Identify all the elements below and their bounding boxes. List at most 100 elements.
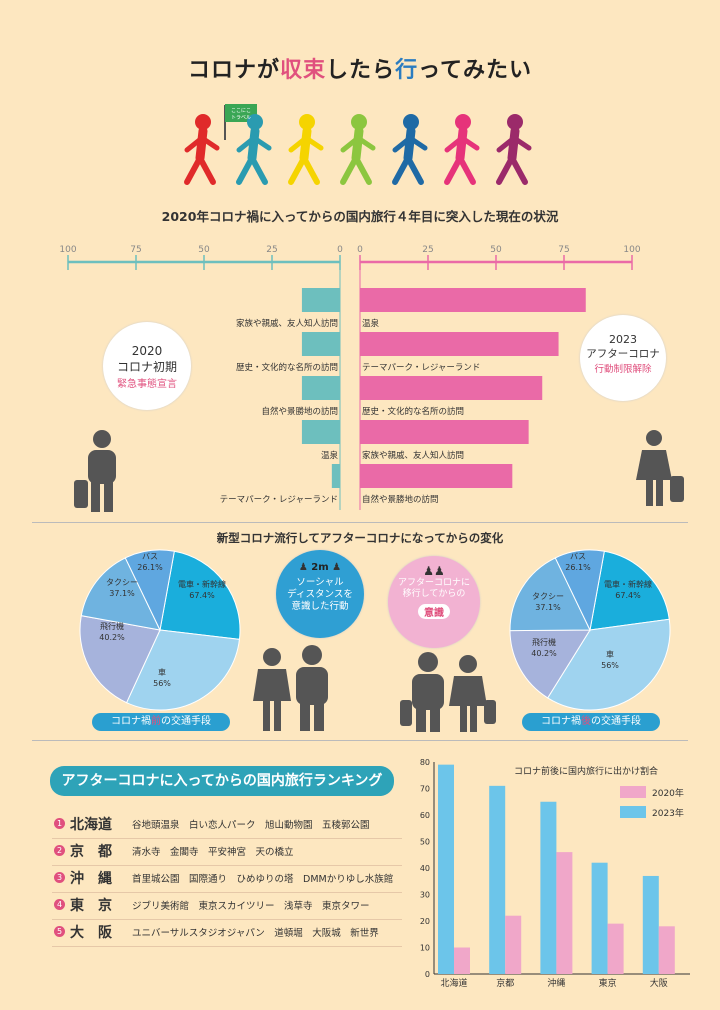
rank-number: 5 <box>54 926 65 937</box>
left-bar <box>301 332 340 356</box>
ranking-row: 3 沖 縄 首里城公園 国際通り ひめゆりの塔 DMMかりゆし水族館 <box>52 865 402 893</box>
pie-slice <box>509 629 591 699</box>
left-bar-label: 温泉 <box>321 450 339 461</box>
distance-label: ♟ 2m ♟ <box>298 562 342 573</box>
left-bar-label: 家族や親戚、友人知人訪問 <box>236 318 338 329</box>
left-bar <box>301 288 340 312</box>
right-tick-label: 50 <box>490 245 502 255</box>
pie-after-label: コロナ禍後の交通手段 <box>522 713 660 731</box>
pie-after: 電車・新幹線 67.4% 車 56% 飛行機 40.2% タクシー 37.1% バス 26.1% <box>509 549 671 711</box>
section1-subtitle: 2020年コロナ禍に入ってからの国内旅行４年目に突入した現在の状況 <box>161 209 559 224</box>
pie-slice-value: 67.4% <box>189 591 215 600</box>
right-tick-label: 25 <box>422 245 433 255</box>
right-bar <box>360 376 543 400</box>
traveling-couple-icon <box>400 652 496 732</box>
pie-slice-name: タクシー <box>532 592 564 601</box>
pie-slice <box>159 550 241 640</box>
chart-title: コロナ前後に国内旅行に出かけ割合 <box>514 765 658 777</box>
legend-swatch <box>620 806 646 818</box>
after-corona-bubble: ♟♟ アフターコロナに 移行してからの 意識 <box>388 556 480 648</box>
pie-slice-name: 車 <box>606 649 614 659</box>
right-tick-label: 0 <box>357 245 363 255</box>
ranking-row: 5 大 阪 ユニバーサルスタジオジャパン 道頓堀 大阪城 新世界 <box>52 919 402 947</box>
right-tick-label: 75 <box>558 245 569 255</box>
rank-number: 3 <box>54 872 65 883</box>
left-tick-label: 75 <box>130 245 141 255</box>
ranking-row: 2 京 都 清水寺 金閣寺 平安神宮 天の橋立 <box>52 838 402 866</box>
right-bar-label: 自然や景勝地の訪問 <box>362 494 439 505</box>
y-tick-label: 70 <box>420 785 430 794</box>
bar <box>438 764 454 974</box>
pie-slice <box>589 550 670 631</box>
divider <box>32 522 688 523</box>
rank-number: 1 <box>54 818 65 829</box>
pie-slice-value: 56% <box>601 661 619 670</box>
right-bar-label: 家族や親戚、友人知人訪問 <box>362 450 464 461</box>
bar <box>540 801 557 974</box>
left-bar-label: 自然や景勝地の訪問 <box>261 406 338 417</box>
pie-slice-value: 56% <box>153 679 171 688</box>
rank-spots: ユニバーサルスタジオジャパン 道頓堀 大阪城 新世界 <box>132 928 379 939</box>
pie-slice-value: 26.1% <box>137 563 163 572</box>
pie-slice <box>554 549 605 632</box>
bar <box>505 915 522 974</box>
bar <box>642 875 659 974</box>
pie-slice <box>509 557 591 632</box>
after-corona-text: アフターコロナに 移行してからの <box>397 578 470 599</box>
rank-prefecture: 沖 縄 <box>70 871 112 887</box>
y-tick-label: 20 <box>420 917 430 926</box>
traveler-right-icon <box>636 430 684 506</box>
x-tick-label: 大阪 <box>650 977 668 989</box>
page-title: コロナが収束したら行ってみたい <box>188 58 532 83</box>
left-bar-label: テーマパーク・レジャーランド <box>220 495 338 505</box>
bubble-2023-year: 2023 <box>609 333 637 346</box>
right-bar-label: 温泉 <box>362 318 380 329</box>
walking-person-icon <box>496 114 532 185</box>
pie-slice <box>80 557 161 631</box>
couple-icon <box>253 645 328 731</box>
pie-slice <box>547 618 671 711</box>
left-bar-label: 歴史・文化的な名所の訪問 <box>236 362 338 373</box>
pie-slice-name: 飛行機 <box>532 637 556 647</box>
pie-slice-value: 37.1% <box>535 603 561 612</box>
flag-text: ここにこ <box>231 108 251 114</box>
bar <box>556 852 573 974</box>
rank-prefecture: 京 都 <box>70 844 112 860</box>
bubble-2020-label: コロナ初期 <box>116 360 177 374</box>
social-distance-bubble: ♟ 2m ♟ ソーシャル ディスタンスを 意識した行動 <box>276 550 364 638</box>
pie-slice <box>124 549 175 632</box>
rank-spots: ジブリ美術館 東京スカイツリー 浅草寺 東京タワー <box>132 901 370 912</box>
rank-prefecture: 東 京 <box>70 898 112 914</box>
pie-slice-value: 67.4% <box>615 591 641 600</box>
y-tick-label: 60 <box>420 811 430 820</box>
pie-slice <box>79 615 161 704</box>
pie-slice-name: 電車・新幹線 <box>604 579 652 589</box>
awareness-tag: 意識 <box>418 604 450 619</box>
pie-before-label: コロナ禍前の交通手段 <box>92 713 230 731</box>
bar <box>591 862 608 974</box>
pie-slice-value: 37.1% <box>109 589 135 598</box>
x-tick-label: 東京 <box>599 977 617 989</box>
section2-title: 新型コロナ流行してアフターコロナになってからの変化 <box>216 531 504 545</box>
rank-number: 2 <box>54 845 65 856</box>
ranking-row: 4 東 京 ジブリ美術館 東京スカイツリー 浅草寺 東京タワー <box>52 892 402 920</box>
left-bar <box>301 420 340 444</box>
left-tick-label: 100 <box>59 245 76 255</box>
rank-prefecture: 北海道 <box>70 817 112 833</box>
left-bar <box>301 376 340 400</box>
pie-slice-name: 車 <box>158 667 166 677</box>
x-tick-label: 沖縄 <box>547 977 565 989</box>
social-distance-text: ソーシャル ディスタンスを 意識した行動 <box>287 577 353 612</box>
traveler-left-icon <box>74 430 116 512</box>
y-tick-label: 30 <box>420 891 430 900</box>
left-tick-label: 50 <box>198 245 210 255</box>
pie-slice-name: タクシー <box>106 578 138 587</box>
right-bar <box>360 288 586 312</box>
pie-slice-value: 26.1% <box>565 563 591 572</box>
y-tick-label: 10 <box>420 944 430 953</box>
bubble-2020: 2020 コロナ初期 緊急事態宣言 <box>103 322 191 410</box>
legend-label: 2023年 <box>652 807 684 819</box>
right-bar <box>360 464 513 488</box>
pie-slice-name: バス <box>570 552 586 561</box>
